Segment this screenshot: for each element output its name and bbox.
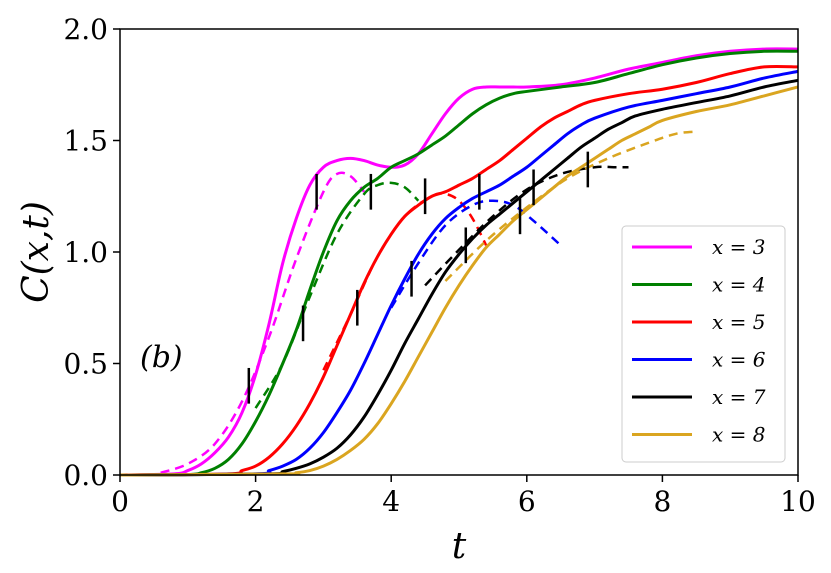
x-tick-label: 0 [111,485,129,518]
legend-label-x-6: x = 6 [712,348,766,372]
x-tick-label: 6 [518,485,536,518]
y-axis-ticks: 0.0 0.5 1.0 1.5 2.0 [63,13,120,492]
y-axis-label: C(x,t) [16,201,57,303]
x-tick-label: 2 [247,485,265,518]
dashed-fit-x-6 [390,199,562,309]
legend-label-x-8: x = 8 [712,423,765,447]
series-line-x-7 [119,78,799,477]
y-tick-label: 1.0 [63,236,108,269]
series-line-x-6 [119,69,799,477]
series-lines [119,47,799,477]
y-tick-label: 0.0 [63,459,108,492]
y-tick-label: 1.5 [63,125,108,158]
series-line-x-4 [119,49,799,477]
panel-annotation: (b) [140,340,183,375]
x-axis-ticks: 0 2 4 6 8 10 [111,475,816,518]
y-tick-label: 0.5 [63,348,108,381]
x-tick-label: 10 [780,485,816,518]
dashed-fit-x-3 [160,171,366,474]
dashed-fit-x-4 [254,181,420,409]
series-line-x-3 [119,47,799,477]
x-tick-label: 4 [382,485,400,518]
legend-label-x-7: x = 7 [712,385,766,409]
series-line-x-5 [119,64,799,477]
series-line-x-8 [119,85,799,477]
y-tick-label: 2.0 [63,13,108,46]
error-bars [247,151,590,404]
legend: x = 3 x = 4 x = 5 x = 6 x = 7 x = 8 [621,225,786,463]
x-axis-label: t [452,526,467,567]
legend-label-x-5: x = 5 [712,310,765,334]
x-tick-label: 8 [653,485,671,518]
dashed-fit-x-7 [424,165,629,287]
legend-label-x-3: x = 3 [712,235,765,259]
legend-label-x-4: x = 4 [712,273,765,297]
